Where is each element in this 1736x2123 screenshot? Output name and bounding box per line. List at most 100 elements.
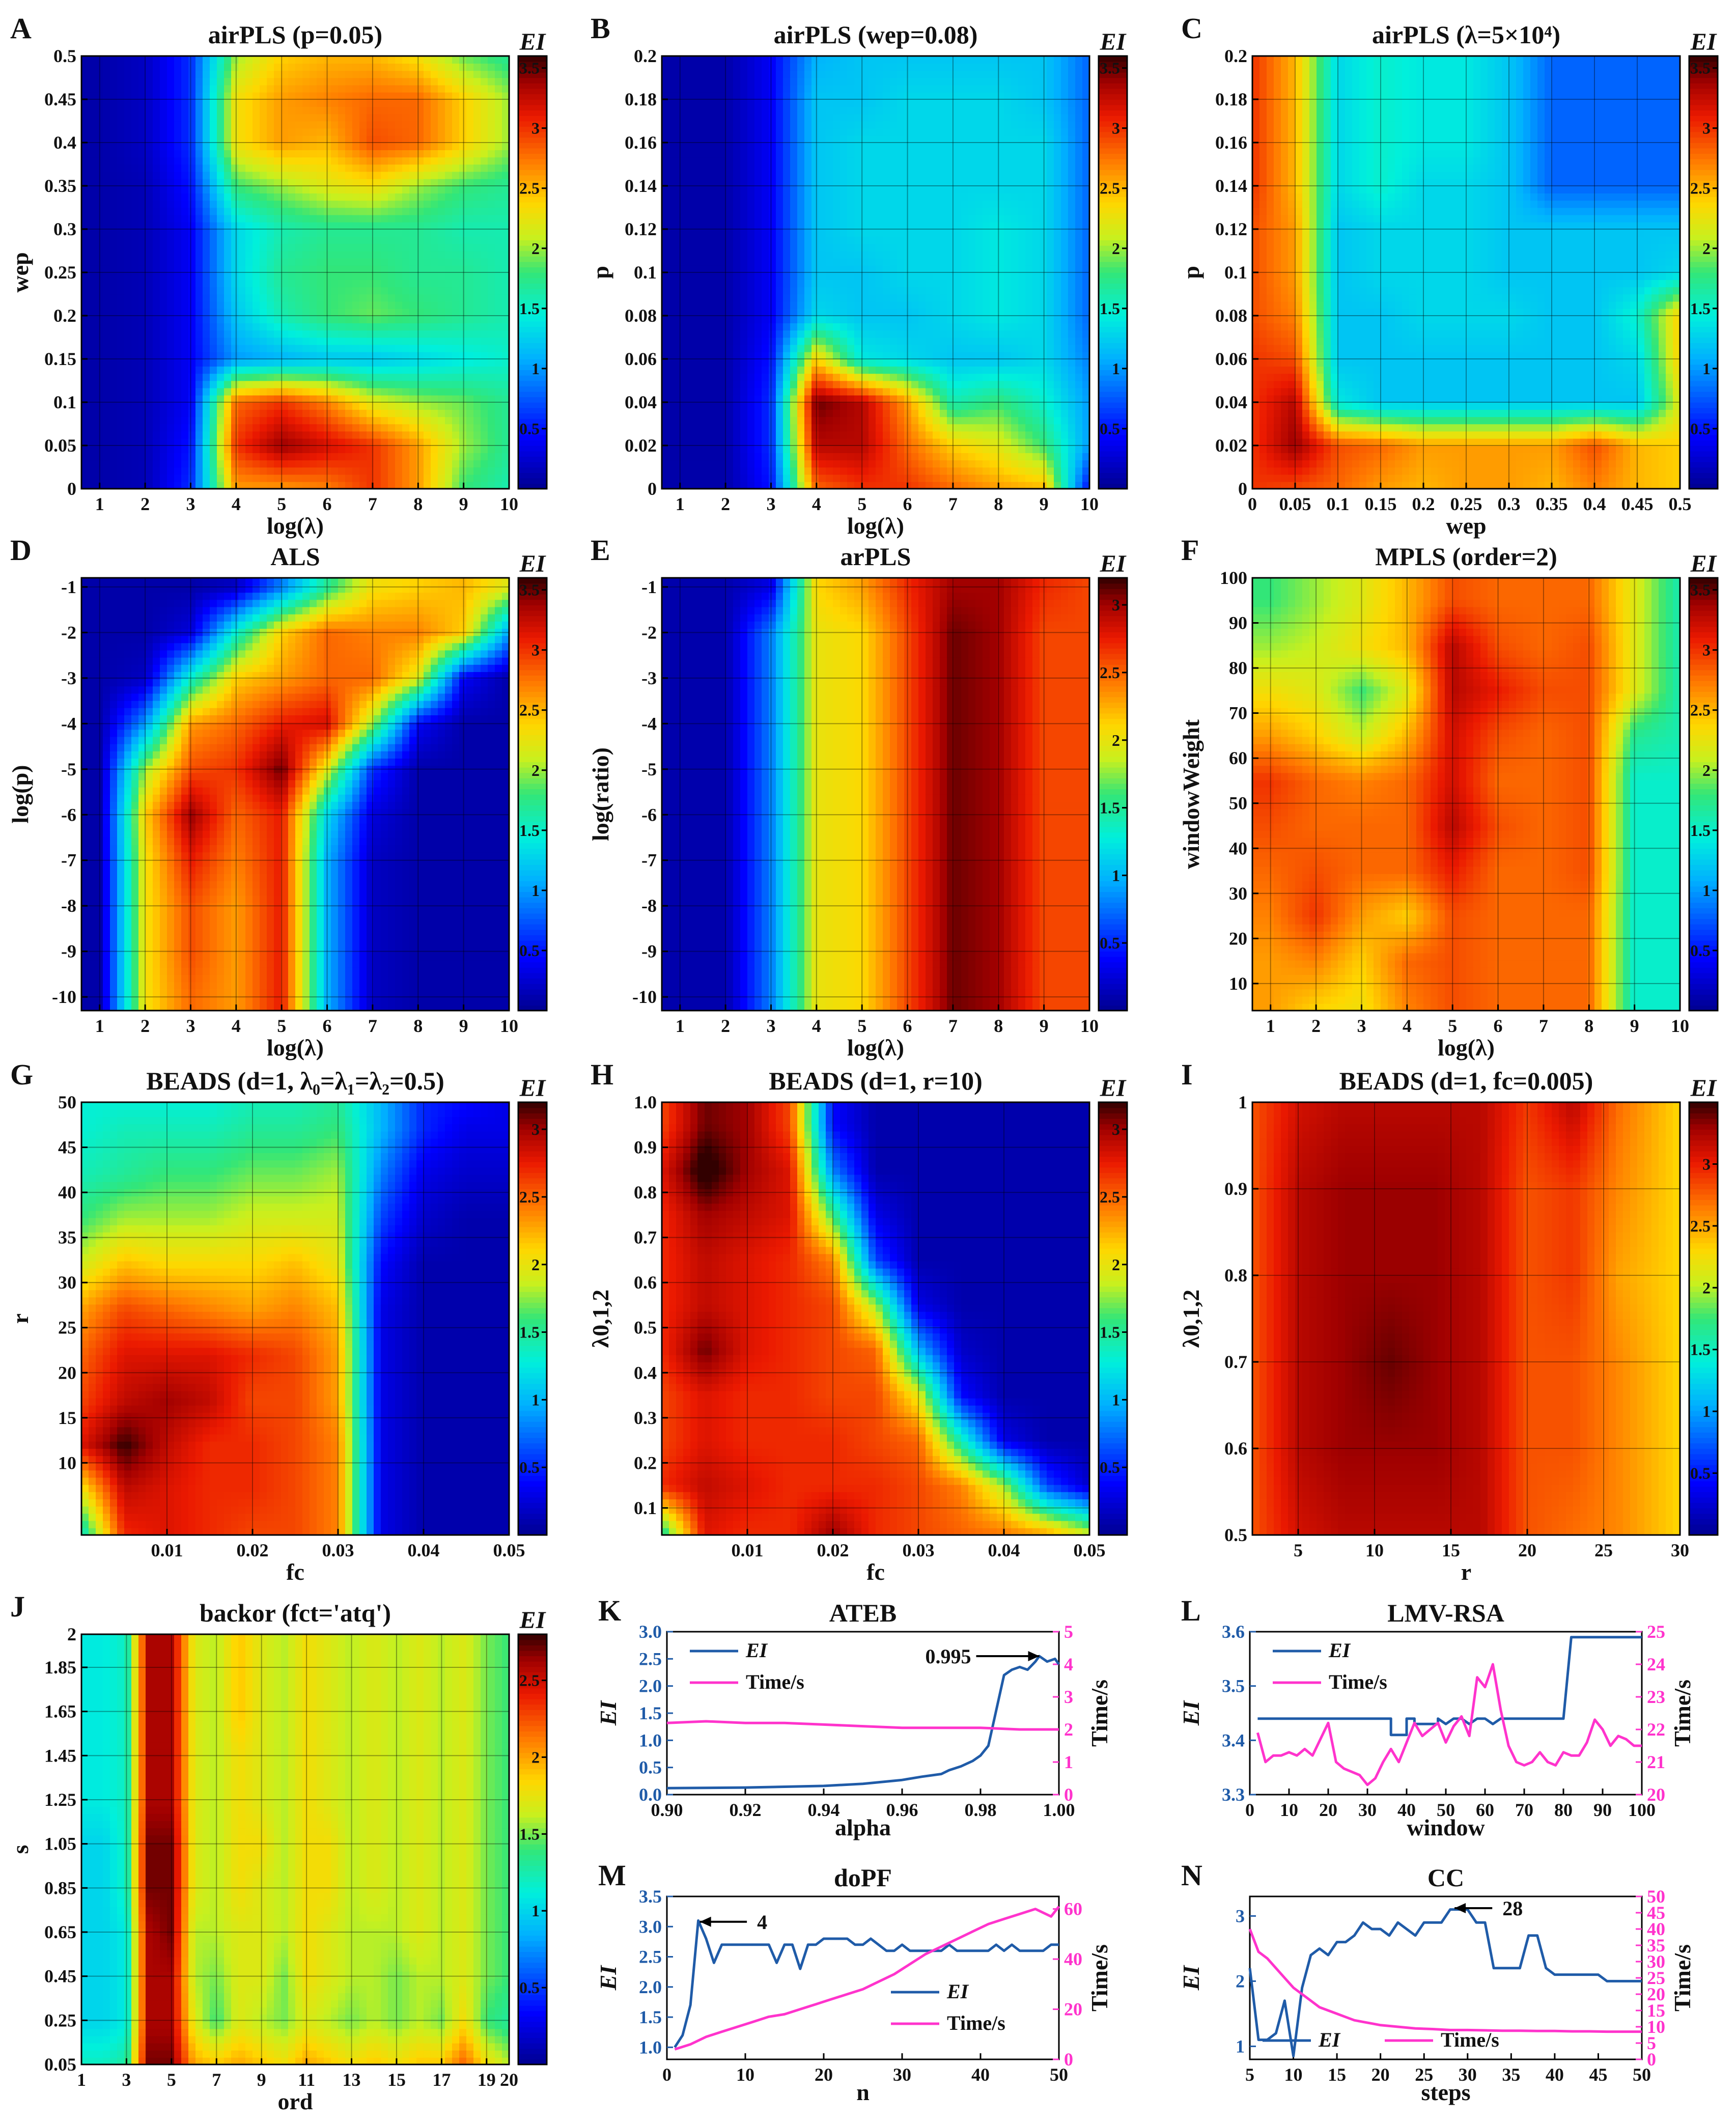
heatmap-cell: [424, 207, 431, 215]
heatmap-cell: [89, 431, 96, 439]
heatmap-cell: [683, 106, 691, 115]
heatmap-cell: [697, 351, 705, 359]
heatmap-cell: [281, 380, 289, 388]
heatmap-cell: [317, 445, 324, 453]
heatmap-cell: [776, 409, 783, 417]
heatmap-cell: [245, 395, 253, 403]
heatmap-cell: [762, 424, 769, 432]
heatmap-cell: [473, 366, 481, 374]
heatmap-cell: [160, 481, 167, 489]
heatmap-cell: [281, 236, 289, 244]
heatmap-cell: [395, 474, 403, 482]
heatmap-cell: [409, 85, 417, 93]
heatmap-cell: [331, 351, 339, 359]
heatmap-cell: [203, 250, 210, 259]
heatmap-cell: [302, 114, 310, 122]
heatmap-cell: [110, 481, 118, 489]
heatmap-cell: [776, 56, 783, 64]
heatmap-cell: [188, 409, 196, 417]
heatmap-cell: [733, 351, 741, 359]
heatmap-cell: [89, 121, 96, 129]
heatmap-cell: [705, 453, 712, 461]
heatmap-cell: [733, 431, 741, 439]
heatmap-cell: [302, 416, 310, 425]
heatmap-cell: [395, 366, 403, 374]
heatmap-cell: [662, 85, 669, 93]
heatmap-cell: [217, 221, 225, 230]
heatmap-cell: [167, 366, 175, 374]
heatmap-cell: [188, 150, 196, 158]
heatmap-cell: [395, 460, 403, 468]
heatmap-cell: [181, 387, 189, 396]
heatmap-cell: [210, 330, 217, 338]
heatmap-cell: [690, 121, 698, 129]
heatmap-cell: [153, 395, 160, 403]
heatmap-cell: [452, 453, 460, 461]
heatmap-cell: [488, 308, 495, 316]
heatmap-cell: [424, 351, 431, 359]
heatmap-cell: [260, 265, 267, 273]
heatmap-cell: [459, 157, 467, 165]
heatmap-cell: [131, 308, 139, 316]
heatmap-cell: [210, 106, 217, 115]
heatmap-cell: [754, 453, 762, 461]
heatmap-cell: [367, 445, 374, 453]
heatmap-cell: [288, 366, 296, 374]
heatmap-cell: [89, 308, 96, 316]
heatmap-cell: [345, 92, 353, 100]
heatmap-cell: [359, 287, 367, 295]
heatmap-cell: [740, 221, 748, 230]
heatmap-cell: [260, 416, 267, 425]
heatmap-cell: [790, 409, 798, 417]
heatmap-cell: [662, 402, 669, 410]
heatmap-cell: [352, 143, 360, 150]
heatmap-cell: [174, 366, 182, 374]
heatmap-cell: [797, 70, 805, 78]
heatmap-cell: [473, 99, 481, 107]
heatmap-cell: [733, 186, 741, 193]
heatmap-cell: [690, 150, 698, 158]
heatmap-cell: [409, 380, 417, 388]
heatmap-cell: [160, 337, 167, 345]
heatmap-cell: [697, 178, 705, 186]
heatmap-cell: [481, 395, 488, 403]
heatmap-cell: [409, 467, 417, 475]
heatmap-cell: [281, 265, 289, 273]
heatmap-cell: [89, 221, 96, 230]
heatmap-cell: [762, 85, 769, 93]
heatmap-cell: [466, 380, 474, 388]
heatmap-cell: [260, 77, 267, 86]
heatmap-cell: [217, 337, 225, 345]
heatmap-cell: [253, 301, 260, 309]
heatmap-cell: [790, 221, 798, 230]
heatmap-cell: [762, 438, 769, 446]
heatmap-cell: [459, 214, 467, 222]
heatmap-cell: [769, 366, 776, 374]
heatmap-cell: [302, 214, 310, 222]
heatmap-cell: [267, 135, 274, 143]
heatmap-cell: [110, 272, 118, 280]
heatmap-cell: [352, 395, 360, 403]
heatmap-cell: [431, 265, 438, 273]
heatmap-cell: [438, 287, 445, 295]
heatmap-cell: [195, 460, 203, 468]
heatmap-cell: [345, 416, 353, 425]
heatmap-cell: [669, 416, 677, 425]
heatmap-cell: [124, 243, 132, 252]
heatmap-cell: [488, 402, 495, 410]
heatmap-cell: [381, 200, 388, 208]
heatmap-cell: [338, 135, 346, 143]
heatmap-cell: [281, 186, 289, 193]
heatmap-cell: [790, 330, 798, 338]
heatmap-cell: [769, 85, 776, 93]
heatmap-cell: [310, 308, 317, 316]
heatmap-cell: [712, 395, 719, 403]
heatmap-cell: [733, 409, 741, 417]
heatmap-cell: [473, 200, 481, 208]
heatmap-cell: [790, 272, 798, 280]
heatmap-cell: [245, 200, 253, 208]
heatmap-cell: [733, 438, 741, 446]
heatmap-cell: [374, 171, 381, 179]
heatmap-cell: [89, 243, 96, 252]
heatmap-cell: [473, 395, 481, 403]
